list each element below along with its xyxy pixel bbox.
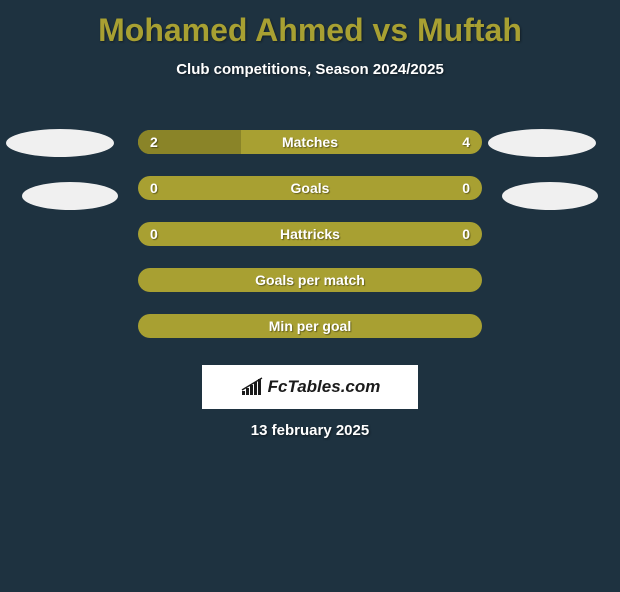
player-ellipse-0 [6,129,114,157]
stat-row-goals: Goals0 0 [138,176,482,200]
stat-label: Goals [138,176,482,200]
stat-label: Goals per match [138,268,482,292]
comparison-chart: Matches24Goals00Hattricks00Goals per mat… [0,108,620,358]
stat-row-matches: Matches2 4 [138,130,482,154]
stat-value-right: 0 [462,176,470,200]
stat-value-right: 4 [462,130,470,154]
player-ellipse-2 [488,129,596,157]
stat-row-goals-per-match: Goals per match [138,268,482,292]
brand-icon [240,377,264,397]
stat-value-left: 2 [150,130,158,154]
player-ellipse-3 [502,182,598,210]
brand-text: FcTables.com [268,377,381,397]
player-ellipse-1 [22,182,118,210]
page-title: Mohamed Ahmed vs Muftah [0,12,620,49]
stat-value-right: 0 [462,222,470,246]
stat-value-left: 0 [150,222,158,246]
stat-label: Matches [138,130,482,154]
date-caption: 13 february 2025 [0,422,620,439]
stat-row-min-per-goal: Min per goal [138,314,482,338]
subtitle: Club competitions, Season 2024/2025 [0,61,620,78]
stat-label: Min per goal [138,314,482,338]
brand-badge: FcTables.com [202,365,418,409]
stat-value-left: 0 [150,176,158,200]
stat-row-hattricks: Hattricks0 0 [138,222,482,246]
stat-label: Hattricks [138,222,482,246]
